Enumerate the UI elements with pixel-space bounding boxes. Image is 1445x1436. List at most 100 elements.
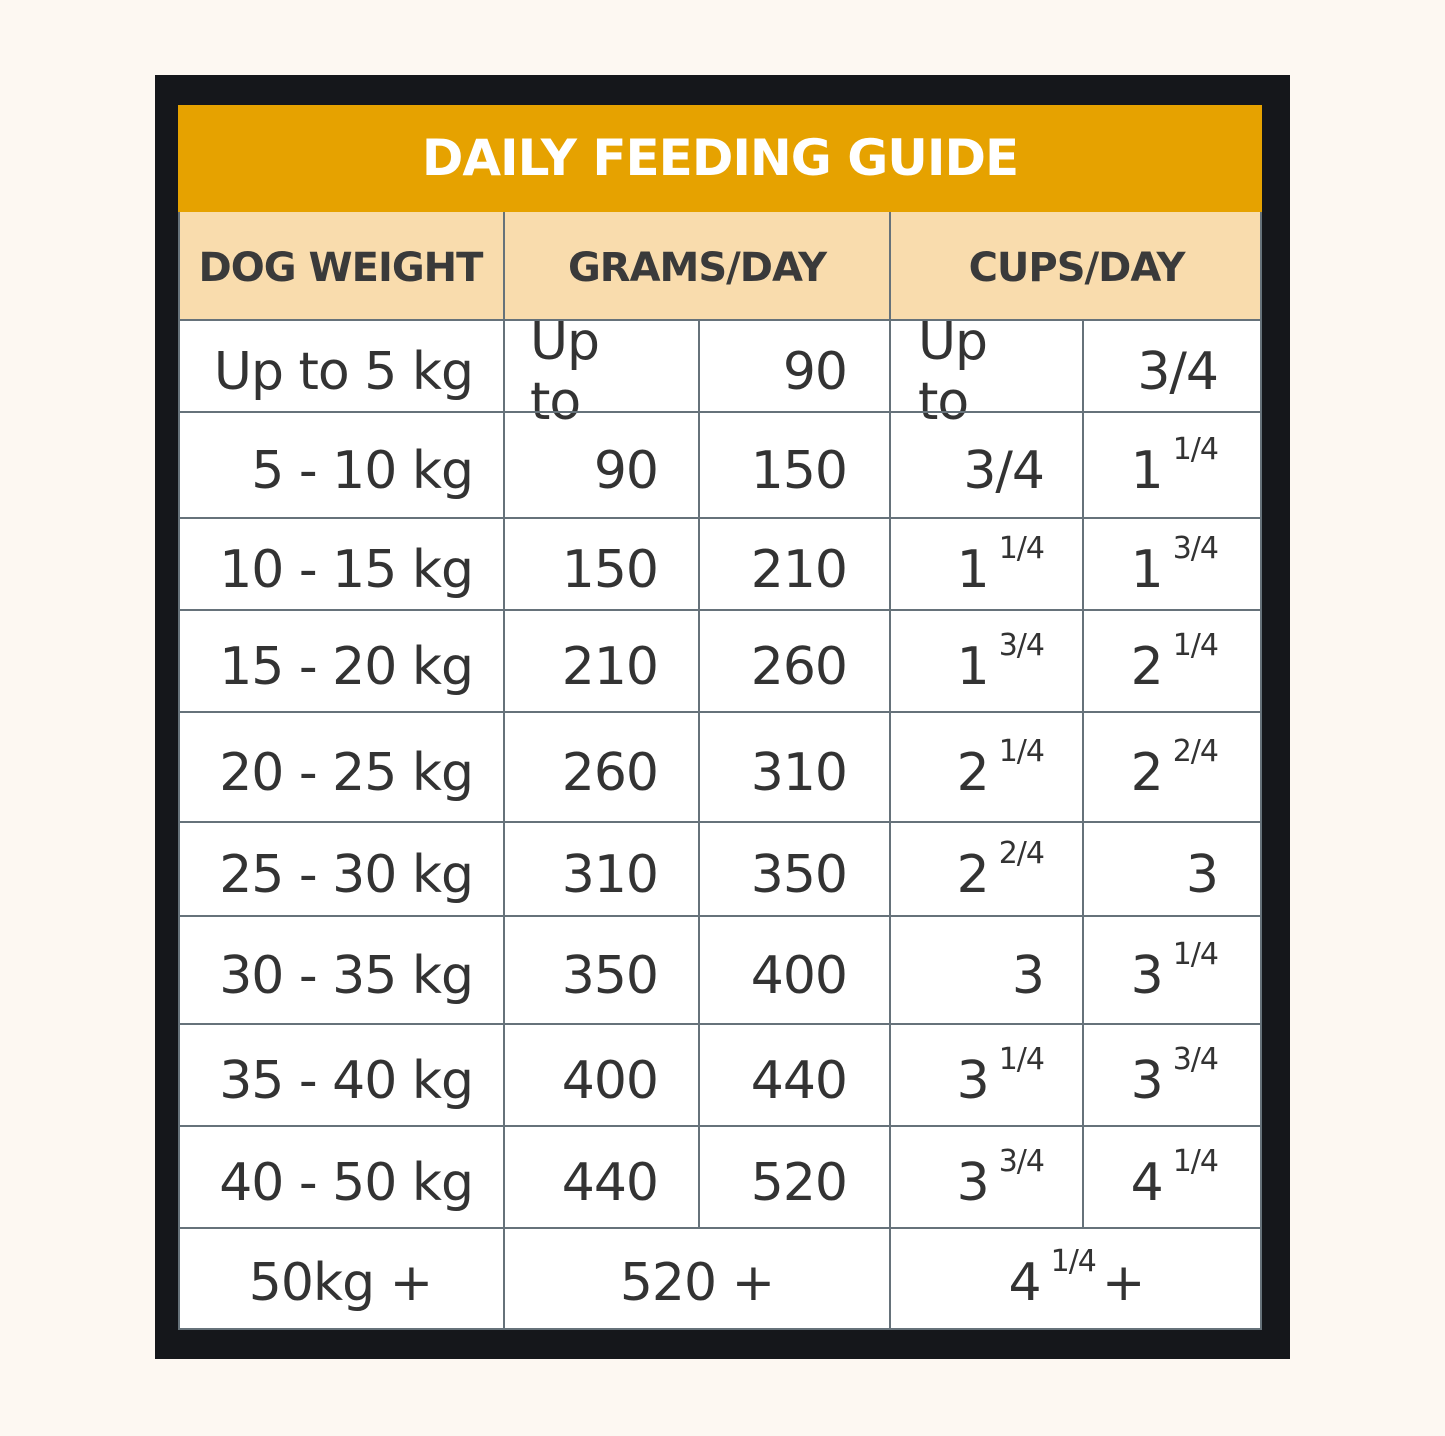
cell-value: 3/4 [1137, 342, 1219, 402]
weight-cell: Up to 5 kg [178, 320, 503, 412]
grid-line [178, 1328, 1262, 1330]
grams-from-cell: 260 [505, 712, 698, 822]
cell-value: 1 [1130, 441, 1164, 501]
grid-line [698, 320, 700, 1228]
grid-line [178, 711, 1262, 713]
feeding-guide-table: DAILY FEEDING GUIDE DOG WEIGHT GRAMS/DAY… [178, 105, 1262, 1330]
grams-from-cell: 350 [505, 916, 698, 1024]
cell-value: 440 [561, 1153, 659, 1213]
grid-line [178, 821, 1262, 823]
cell-value: 90 [593, 441, 659, 501]
cell-value: 150 [750, 441, 848, 501]
cell-value: 2 [956, 743, 990, 803]
weight-cell: 10 - 15 kg [178, 518, 503, 610]
cups-to-cell: 4 1/4 [1084, 1126, 1262, 1228]
weight-cell: 30 - 35 kg [178, 916, 503, 1024]
grid-line [503, 212, 505, 1330]
cell-value: 260 [561, 743, 659, 803]
cell-value: 1 [956, 637, 990, 697]
cell-value: 3 [1011, 946, 1045, 1006]
grid-line [178, 1125, 1262, 1127]
cell-value: 35 - 40 kg [219, 1051, 474, 1111]
cell-value: 30 - 35 kg [219, 946, 474, 1006]
grams-from-cell: 310 [505, 822, 698, 916]
grams-to-cell: 210 [700, 518, 889, 610]
cell-value: 3 [1130, 946, 1164, 1006]
cell-value: 3 [1130, 1051, 1164, 1111]
cell-value: 2 [1130, 743, 1164, 803]
feeding-guide-frame: DAILY FEEDING GUIDE DOG WEIGHT GRAMS/DAY… [155, 75, 1290, 1359]
cell-value: 210 [750, 540, 848, 600]
cell-fraction: 3/4 [1172, 530, 1219, 566]
cups-from-cell: 3 3/4 [891, 1126, 1082, 1228]
grid-line [178, 517, 1262, 519]
cups-from-cell: 3/4 [891, 412, 1082, 518]
cell-value: 15 - 20 kg [219, 637, 474, 697]
cups-to-cell: 3/4 [1084, 320, 1262, 412]
grid-line [178, 212, 180, 1330]
cell-fraction: 3/4 [998, 1143, 1045, 1179]
cell-value: 20 - 25 kg [219, 743, 474, 803]
grams-from-cell: Up to [505, 312, 698, 432]
grid-line [178, 319, 1262, 321]
cell-value: 440 [750, 1051, 848, 1111]
weight-cell: 25 - 30 kg [178, 822, 503, 916]
cell-value: 50kg + [248, 1253, 433, 1313]
grams-to-cell: 520 [700, 1126, 889, 1228]
weight-cell: 50kg + [178, 1228, 503, 1330]
cups-from-cell: 2 1/4 [891, 712, 1082, 822]
cell-value: Up to [530, 312, 600, 432]
cell-value: 350 [750, 845, 848, 905]
weight-cell: 35 - 40 kg [178, 1024, 503, 1126]
cell-value: 210 [561, 637, 659, 697]
cell-value: 400 [561, 1051, 659, 1111]
header-dog-weight: DOG WEIGHT [178, 212, 503, 320]
cups-to-cell: 3 3/4 [1084, 1024, 1262, 1126]
grams-to-cell: 260 [700, 610, 889, 712]
cups-to-cell: 3 1/4 [1084, 916, 1262, 1024]
cell-value: 310 [561, 845, 659, 905]
grams-to-cell: 90 [700, 320, 889, 412]
grid-line [178, 1227, 1262, 1229]
grid-line [889, 212, 891, 1330]
cell-value: 2 [1130, 637, 1164, 697]
cell-value: 2 [956, 845, 990, 905]
grams-from-cell: 90 [505, 412, 698, 518]
cups-to-cell: 2 1/4 [1084, 610, 1262, 712]
grams-cell: 520 + [505, 1228, 889, 1330]
cups-from-cell: 3 1/4 [891, 1024, 1082, 1126]
cell-value: 3/4 [963, 441, 1045, 501]
cups-from-cell: 1 1/4 [891, 518, 1082, 610]
cups-to-cell: 1 1/4 [1084, 412, 1262, 518]
cell-value: 520 [750, 1153, 848, 1213]
cell-value: 5 - 10 kg [251, 441, 474, 501]
cell-fraction: 1/4 [998, 733, 1045, 769]
grams-to-cell: 400 [700, 916, 889, 1024]
grid-line [178, 915, 1262, 917]
cell-value: 520 + [619, 1253, 775, 1313]
cell-value: Up to [918, 312, 988, 432]
cell-value: 1 [956, 540, 990, 600]
header-grams-per-day: GRAMS/DAY [505, 212, 889, 320]
cell-value: 1 [1130, 540, 1164, 600]
weight-cell: 40 - 50 kg [178, 1126, 503, 1228]
cell-fraction: 1/4 [1050, 1243, 1097, 1279]
grams-from-cell: 400 [505, 1024, 698, 1126]
weight-cell: 20 - 25 kg [178, 712, 503, 822]
cell-value: 150 [561, 540, 659, 600]
cell-value: 260 [750, 637, 848, 697]
cell-fraction: 2/4 [998, 835, 1045, 871]
grid-line [1082, 320, 1084, 1228]
cups-from-cell: 2 2/4 [891, 822, 1082, 916]
cell-fraction: 1/4 [1172, 431, 1219, 467]
cell-value: 10 - 15 kg [219, 540, 474, 600]
cups-to-cell: 3 [1084, 822, 1262, 916]
cell-value: 90 [782, 342, 848, 402]
cell-fraction: 1/4 [1172, 1143, 1219, 1179]
cell-fraction: 1/4 [998, 1041, 1045, 1077]
cell-fraction: 3/4 [1172, 1041, 1219, 1077]
table-title: DAILY FEEDING GUIDE [178, 105, 1262, 212]
cell-value: 4 [1008, 1253, 1042, 1313]
cell-value: Up to 5 kg [213, 342, 474, 402]
grams-from-cell: 210 [505, 610, 698, 712]
